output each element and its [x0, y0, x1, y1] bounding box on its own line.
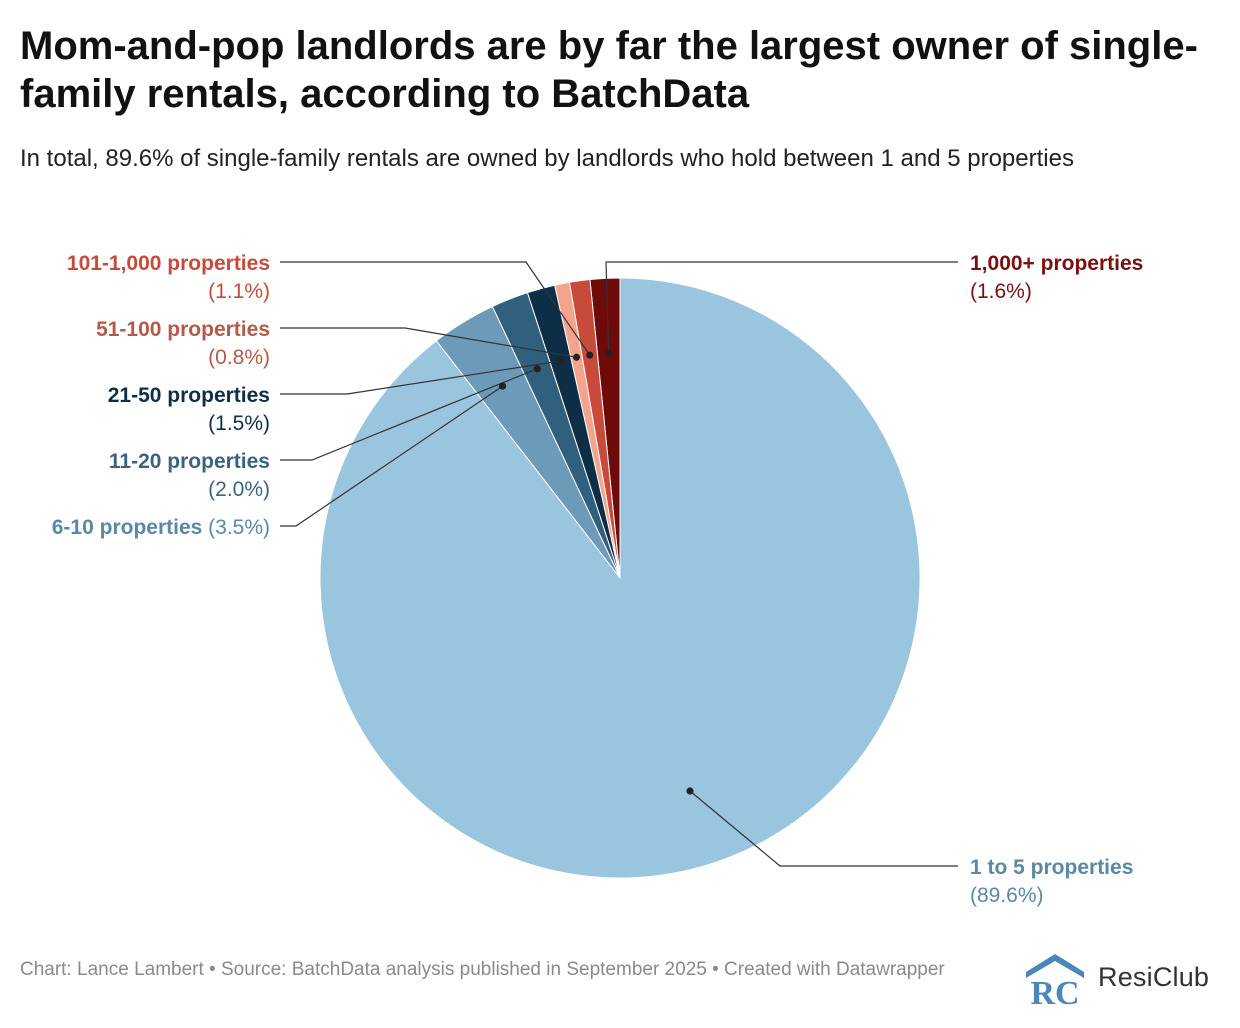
leader-dot-6-10-properties: [498, 382, 507, 390]
leader-dot-1-to-5-properties: [686, 787, 694, 795]
slice-value-1-000-properties: (1.6%): [970, 280, 1032, 303]
slice-value-1-to-5-properties: (89.6%): [970, 884, 1044, 907]
logo-roof: [1026, 954, 1084, 978]
pie-slice-1-to-5-properties: [319, 277, 921, 879]
pie-chart: 1,000+ properties (1.6%) 101-1,000 propert…: [52, 252, 1144, 907]
slice-label-1-000-properties: 1,000+ properties: [970, 252, 1143, 275]
slice-value-11-20-properties: (2.0%): [208, 478, 270, 501]
leader-line-51-100-properties: [280, 327, 577, 358]
slice-label-21-50-properties: 21-50 properties: [108, 384, 270, 407]
slice-name-101-1-000-properties: 101-1,000 properties: [67, 252, 270, 275]
slice-label-51-100-properties: 51-100 properties: [96, 318, 270, 341]
slice-name-11-20-properties: 11-20 properties: [109, 450, 270, 473]
slice-name-6-10-properties: 6-10 properties: [52, 516, 203, 539]
leader-line-1-000-properties: [605, 261, 958, 354]
leader-dot-101-1-000-properties: [586, 351, 594, 359]
slice-label-6-10-properties: 6-10 properties (3.5%): [52, 516, 270, 539]
leader-line-1-to-5-properties: [689, 790, 958, 867]
leader-dot-1-000-properties: [605, 349, 613, 357]
slice-name-1-000-properties: 1,000+ properties: [970, 252, 1143, 275]
leader-line-101-1-000-properties: [280, 261, 591, 356]
chart-title: Mom-and-pop landlords are by far the lar…: [20, 24, 1198, 116]
leader-line-11-20-properties: [280, 368, 538, 461]
leader-dot-51-100-properties: [572, 353, 581, 361]
slice-label-101-1-000-properties: 101-1,000 properties: [67, 252, 270, 275]
slice-name-51-100-properties: 51-100 properties: [96, 318, 270, 341]
slice-value-101-1-000-properties: (1.1%): [208, 280, 270, 303]
footer-credit: Chart: Lance Lambert • Source: BatchData…: [20, 959, 945, 980]
resiclub-logo-icon: RC: [1026, 954, 1084, 1012]
slice-label-11-20-properties: 11-20 properties: [109, 450, 270, 473]
slice-value-21-50-properties: (1.5%): [208, 412, 270, 435]
leader-dot-11-20-properties: [533, 365, 541, 373]
slice-name-21-50-properties: 21-50 properties: [108, 384, 270, 407]
leader-line-21-50-properties: [280, 360, 561, 395]
leader-line-6-10-properties: [280, 385, 503, 527]
chart-subtitle: In total, 89.6% of single-family rentals…: [20, 145, 1074, 172]
slice-label-1-to-5-properties: 1 to 5 properties: [970, 856, 1133, 879]
leader-dot-21-50-properties: [557, 357, 565, 365]
resiclub-logo: RC ResiClub: [1022, 950, 1232, 1012]
brand-name: ResiClub: [1098, 962, 1210, 992]
slice-name-1-to-5-properties: 1 to 5 properties: [970, 856, 1133, 879]
logo-mark: RC: [1030, 975, 1079, 1008]
slice-value-6-10-properties: (3.5%): [202, 516, 270, 539]
slice-value-51-100-properties: (0.8%): [208, 346, 270, 369]
